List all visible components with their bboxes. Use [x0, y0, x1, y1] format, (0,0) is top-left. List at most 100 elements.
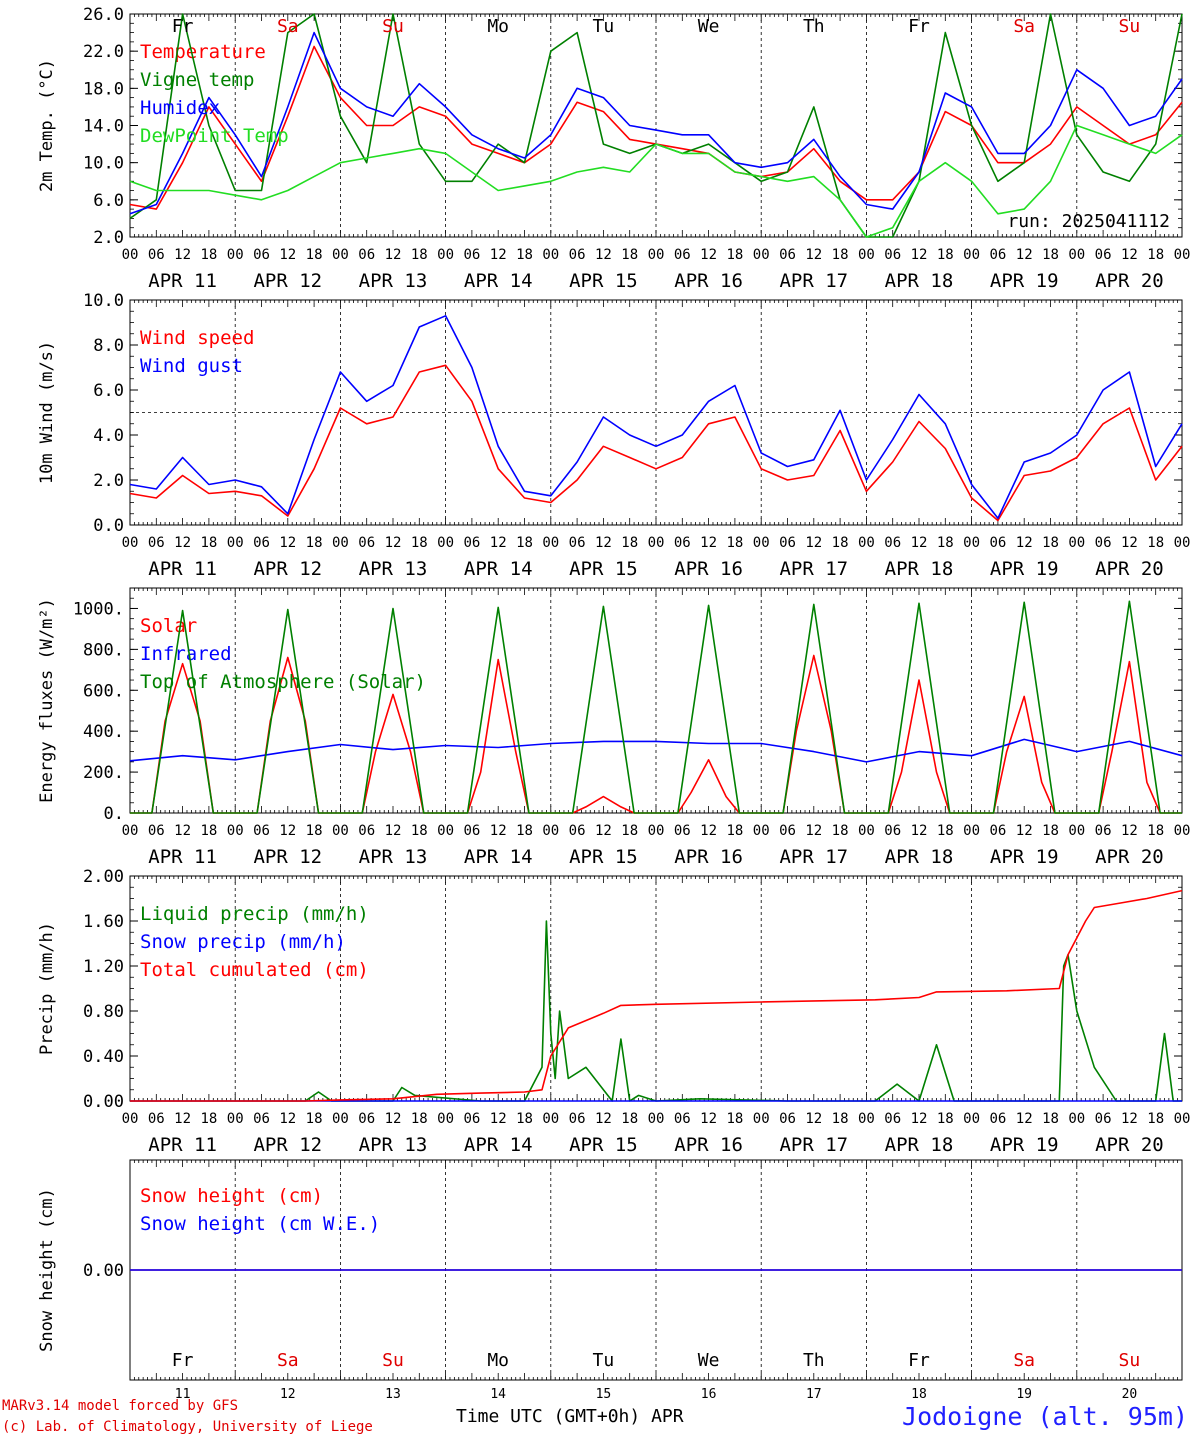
x-hour-label: 06: [989, 823, 1006, 839]
day-name-label: Fr: [172, 1350, 194, 1371]
day-name-label: Th: [803, 16, 825, 37]
x-hour-label: 12: [911, 247, 928, 263]
x-hour-label: 18: [1147, 1111, 1164, 1127]
x-hour-label: 12: [700, 823, 717, 839]
x-hour-label: 06: [253, 247, 270, 263]
x-hour-label: 12: [1016, 535, 1033, 551]
x-hour-label: 12: [805, 1111, 822, 1127]
y-axis-label: Energy fluxes (W/m²): [37, 598, 57, 803]
x-hour-label: 18: [832, 823, 849, 839]
legend-entry: Wind gust: [140, 355, 243, 377]
x-hour-label: 00: [858, 247, 875, 263]
x-hour-label: 12: [911, 1111, 928, 1127]
x-hour-label: 18: [411, 823, 428, 839]
x-hour-label: 00: [753, 1111, 770, 1127]
x-hour-label: 12: [595, 247, 612, 263]
series-line: [129, 124, 1183, 238]
y-axis-label: Snow height (cm): [37, 1188, 57, 1352]
x-date-label: APR 11: [148, 846, 217, 868]
x-hour-label: 00: [332, 247, 349, 263]
x-hour-label: 18: [306, 1111, 323, 1127]
x-hour-label: 12: [805, 247, 822, 263]
x-hour-label: 06: [884, 535, 901, 551]
day-number-label: 17: [806, 1387, 822, 1402]
x-hour-label: 06: [253, 535, 270, 551]
x-hour-label: 00: [227, 1111, 244, 1127]
day-name-label: Sa: [1013, 16, 1035, 37]
x-hour-label: 00: [122, 535, 139, 551]
x-hour-label: 00: [542, 535, 559, 551]
x-hour-label: 18: [200, 823, 217, 839]
x-hour-label: 12: [490, 823, 507, 839]
x-hour-label: 12: [1121, 1111, 1138, 1127]
day-name-label: We: [698, 1350, 720, 1371]
x-hour-label: 00: [437, 247, 454, 263]
y-tick-label: 2.0: [93, 471, 124, 491]
x-hour-label: 12: [174, 823, 191, 839]
x-date-label: APR 19: [990, 1134, 1059, 1156]
x-hour-label: 12: [1121, 823, 1138, 839]
x-hour-label: 00: [227, 823, 244, 839]
day-name-label: We: [698, 16, 720, 37]
x-hour-label: 18: [1042, 823, 1059, 839]
x-hour-label: 06: [358, 1111, 375, 1127]
y-axis-label: 2m Temp. (°C): [37, 59, 57, 192]
y-tick-label: 10.0: [83, 291, 124, 311]
x-hour-label: 06: [779, 1111, 796, 1127]
x-date-label: APR 13: [359, 270, 428, 292]
x-hour-label: 12: [700, 247, 717, 263]
x-date-label: APR 11: [148, 558, 217, 580]
y-tick-label: 1000.: [73, 599, 124, 619]
day-number-label: 15: [596, 1387, 612, 1402]
x-date-label: APR 16: [674, 1134, 743, 1156]
x-hour-label: 18: [937, 823, 954, 839]
x-hour-label: 06: [989, 535, 1006, 551]
x-date-label: APR 14: [464, 846, 533, 868]
x-date-label: APR 20: [1095, 846, 1164, 868]
x-hour-label: 00: [122, 823, 139, 839]
x-date-label: APR 17: [779, 558, 848, 580]
x-hour-label: 18: [1147, 535, 1164, 551]
x-hour-label: 06: [884, 247, 901, 263]
x-hour-label: 12: [1121, 535, 1138, 551]
legend-entry: DewPoint Temp: [140, 125, 289, 147]
y-tick-label: 22.0: [83, 42, 124, 62]
x-hour-label: 06: [569, 1111, 586, 1127]
x-hour-label: 18: [937, 1111, 954, 1127]
x-hour-label: 06: [148, 247, 165, 263]
x-date-label: APR 19: [990, 558, 1059, 580]
copyright-credit: (c) Lab. of Climatology, University of L…: [2, 1419, 373, 1435]
y-tick-label: 6.0: [93, 191, 124, 211]
x-hour-label: 00: [963, 823, 980, 839]
x-date-label: APR 15: [569, 558, 638, 580]
x-hour-label: 12: [279, 247, 296, 263]
x-hour-label: 00: [227, 535, 244, 551]
x-hour-label: 12: [174, 535, 191, 551]
x-date-label: APR 13: [359, 846, 428, 868]
x-hour-label: 12: [1016, 1111, 1033, 1127]
x-hour-label: 00: [858, 1111, 875, 1127]
x-hour-label: 18: [516, 823, 533, 839]
model-credit: MARv3.14 model forced by GFS: [2, 1398, 239, 1414]
x-hour-label: 12: [490, 535, 507, 551]
x-hour-label: 06: [674, 247, 691, 263]
x-hour-label: 06: [569, 823, 586, 839]
x-hour-label: 18: [621, 247, 638, 263]
x-hour-label: 18: [1042, 247, 1059, 263]
x-hour-label: 18: [726, 823, 743, 839]
x-hour-label: 06: [674, 535, 691, 551]
x-hour-label: 18: [411, 247, 428, 263]
series-line: [129, 31, 1183, 215]
series-line: [129, 738, 1183, 763]
y-tick-label: 18.0: [83, 79, 124, 99]
x-hour-label: 18: [621, 1111, 638, 1127]
x-date-label: APR 18: [885, 270, 954, 292]
x-hour-label: 18: [411, 535, 428, 551]
day-name-label: Sa: [277, 1350, 299, 1371]
day-number-label: 19: [1016, 1387, 1032, 1402]
legend-entry: Snow height (cm): [140, 1185, 323, 1207]
x-date-label: APR 17: [779, 846, 848, 868]
legend-entry: Solar: [140, 615, 197, 637]
y-tick-label: 0.: [104, 804, 124, 824]
